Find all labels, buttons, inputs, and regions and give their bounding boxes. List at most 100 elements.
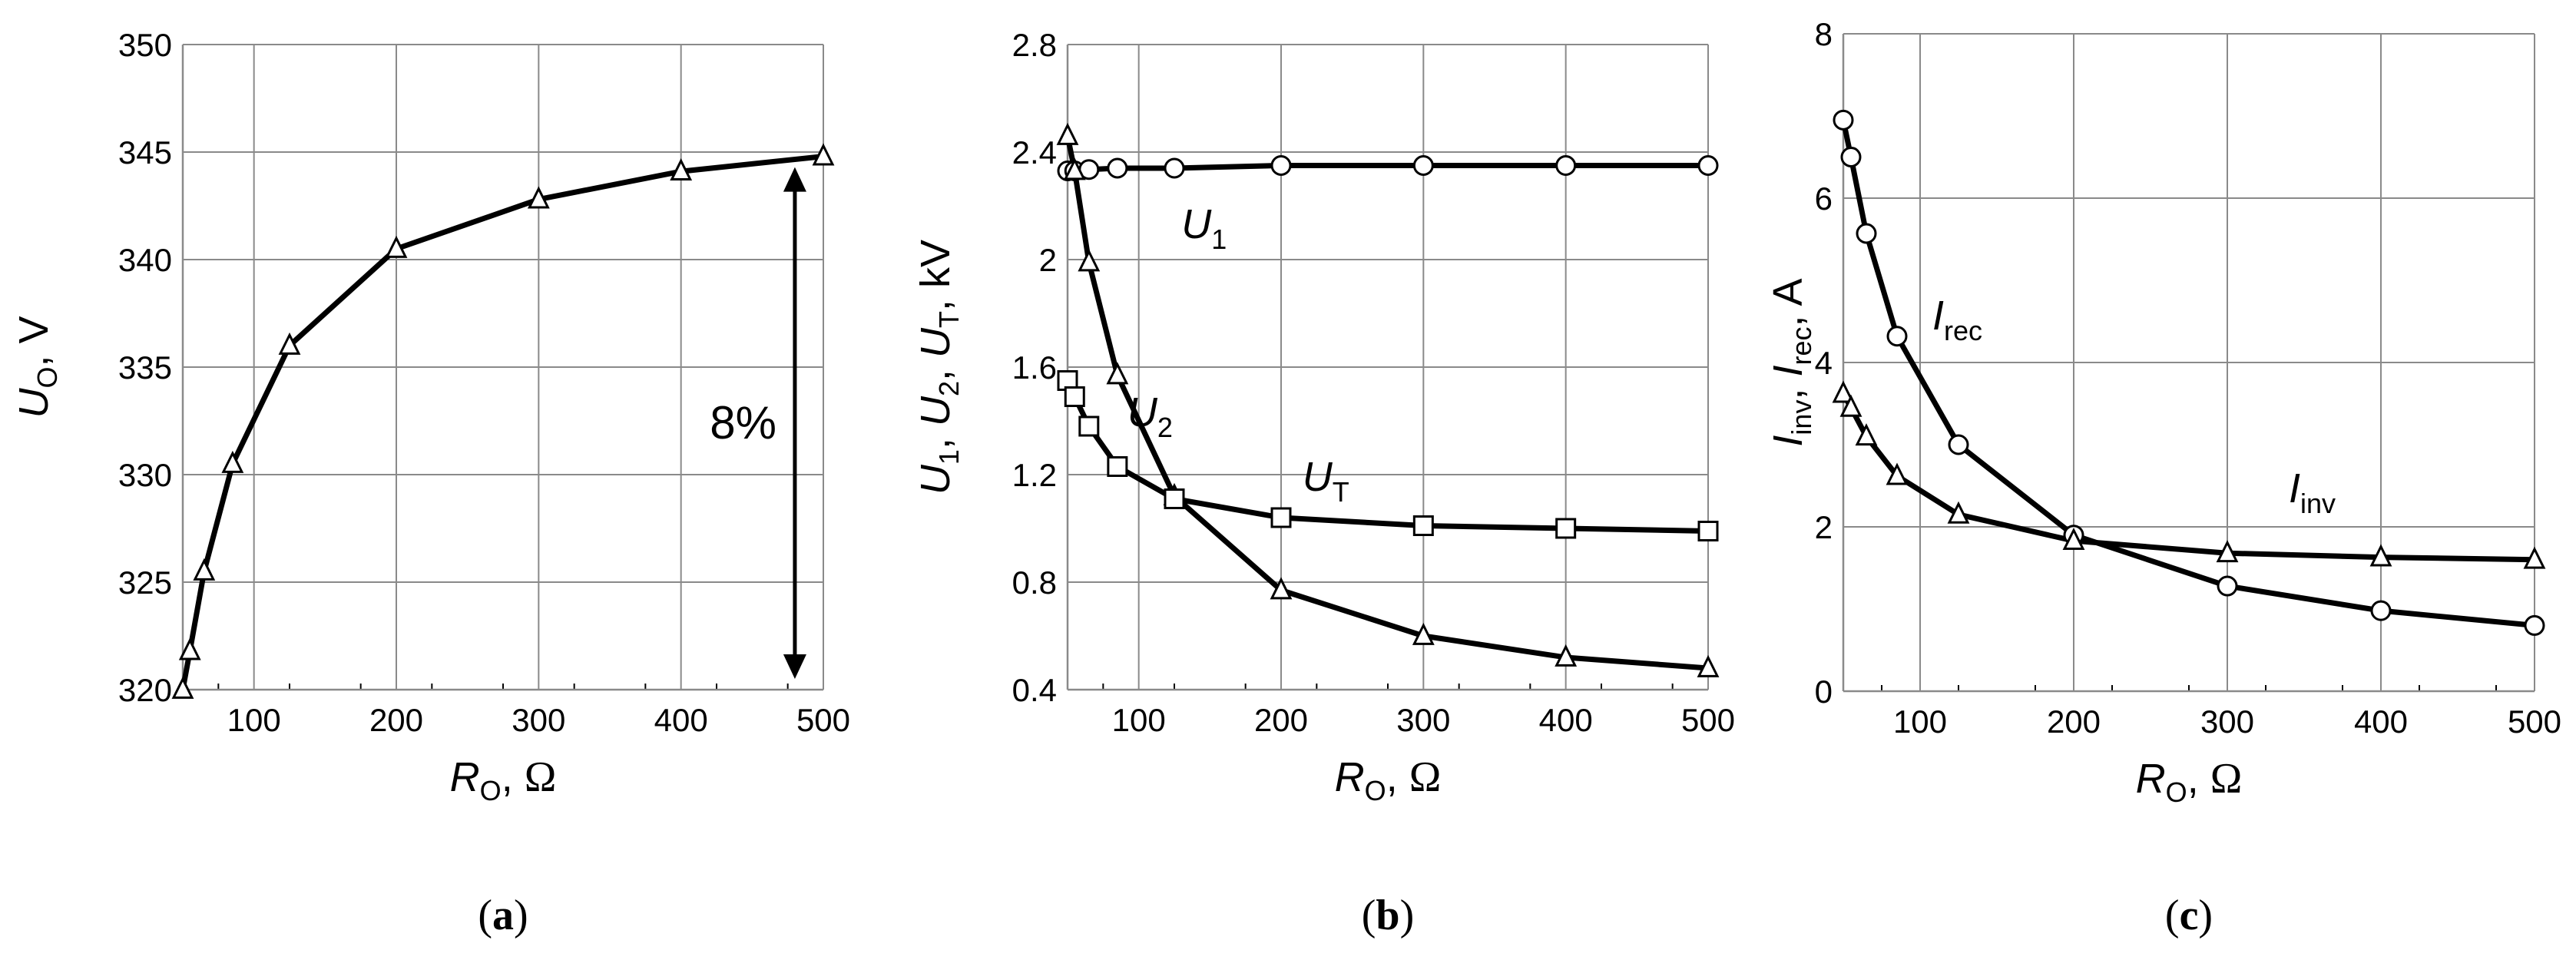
series-line-I_inv <box>1840 392 2535 563</box>
series-label-I_rec: Irec <box>1932 293 1982 346</box>
chart-panel-c: 100 200 300 400 500 0 2 4 6 8 RO, Ω Iinv, Irec, A Ir… <box>1765 16 2561 939</box>
data-point-U_2 <box>1056 122 1079 145</box>
series-line-U_1 <box>1068 163 1708 174</box>
x-axis-label: RO, Ω <box>1335 753 1442 806</box>
series-line-U_T <box>1065 379 1709 534</box>
data-point-U_O <box>670 158 693 181</box>
y-tick-label: 0.4 <box>1012 672 1057 708</box>
data-point-U_O <box>527 186 550 209</box>
x-tick-label: 200 <box>369 702 423 738</box>
data-point-U_T <box>1697 521 1719 541</box>
series-label-U_T: UT <box>1303 454 1349 508</box>
y-tick-label: 2 <box>1815 509 1833 545</box>
data-point-I_inv <box>1832 380 1855 403</box>
data-point-I_inv <box>2062 528 2085 551</box>
data-point-U_O <box>385 235 408 258</box>
data-point-I_rec <box>1840 147 1862 167</box>
data-point-I_inv <box>1855 423 1878 446</box>
data-point-U_2 <box>1555 644 1578 667</box>
data-point-U_O <box>221 450 244 473</box>
data-point-U_T <box>1064 386 1085 407</box>
y-tick-label: 1.2 <box>1012 457 1057 493</box>
data-point-I_rec <box>2524 614 2545 636</box>
data-point-I_rec <box>1948 434 1969 455</box>
data-point-U_1 <box>1270 155 1292 176</box>
data-point-U_O <box>171 676 194 699</box>
data-point-I_rec <box>2217 575 2238 597</box>
x-tick-label: 100 <box>1893 703 1947 740</box>
y-tick-label: 2.4 <box>1012 134 1057 170</box>
data-point-U_2 <box>1697 654 1720 677</box>
series-label-U_2: U2 <box>1127 389 1173 443</box>
x-tick-label: 400 <box>654 702 708 738</box>
y-tick-label: 335 <box>118 349 172 386</box>
y-axis-label: UO, V <box>11 316 63 418</box>
y-tick-label: 8 <box>1815 16 1833 52</box>
x-tick-label: 300 <box>2200 703 2254 740</box>
data-point-I_rec <box>2370 600 2392 621</box>
data-point-U_O <box>278 332 301 355</box>
x-axis-label: RO, Ω <box>450 753 557 806</box>
series-line-U_2 <box>1065 135 1709 671</box>
x-tick-label: 100 <box>227 702 281 738</box>
data-point-U_1 <box>1697 155 1719 176</box>
chart-panel-a: 100 200 300 400 500 320 325 330 335 340 345 350 RO, … <box>11 27 850 939</box>
data-point-I_rec <box>1856 223 1877 244</box>
data-point-U_2 <box>1063 157 1086 180</box>
y-axis-label: Iinv, Irec, A <box>1765 278 1817 446</box>
y-tick-label: 6 <box>1815 180 1833 217</box>
data-point-U_1 <box>1555 155 1577 176</box>
x-tick-label: 500 <box>796 702 850 738</box>
x-tick-label: 400 <box>2354 703 2408 740</box>
data-point-U_2 <box>1270 577 1293 600</box>
data-point-I_inv <box>1947 501 1970 524</box>
y-tick-label: 2 <box>1039 242 1057 278</box>
x-tick-label: 200 <box>1254 702 1308 738</box>
y-tick-label: 4 <box>1815 345 1833 381</box>
data-point-U_T <box>1164 488 1185 509</box>
data-point-U_T <box>1412 515 1434 536</box>
data-point-I_inv <box>1839 394 1862 417</box>
data-point-U_O <box>178 637 201 660</box>
y-tick-label: 350 <box>118 27 172 63</box>
data-point-U_1 <box>1412 155 1434 176</box>
annotation-label: 8% <box>710 397 776 449</box>
series-label-U_1: U1 <box>1181 201 1227 255</box>
x-tick-label: 300 <box>1396 702 1450 738</box>
data-point-U_1 <box>1107 157 1128 179</box>
x-tick-label: 500 <box>2508 703 2561 740</box>
y-tick-label: 340 <box>118 242 172 278</box>
y-tick-label: 0 <box>1815 674 1833 710</box>
data-point-I_inv <box>2216 540 2239 563</box>
data-point-U_T <box>1107 456 1128 477</box>
x-axis-label: RO, Ω <box>2136 755 2243 808</box>
y-axis-label: U1, U2, UT, kV <box>912 240 965 495</box>
data-point-U_O <box>193 558 216 581</box>
data-point-I_rec <box>1833 109 1854 131</box>
data-point-U_1 <box>1164 157 1185 179</box>
data-point-U_2 <box>1078 249 1101 272</box>
panel-label: (a) <box>478 892 528 939</box>
series-label-I_inv: Iinv <box>2289 465 2336 519</box>
data-point-I_inv <box>1886 462 1909 485</box>
x-tick-label: 100 <box>1112 702 1166 738</box>
data-point-U_2 <box>1412 622 1435 645</box>
x-tick-label: 400 <box>1539 702 1593 738</box>
y-tick-label: 320 <box>118 672 172 708</box>
y-tick-label: 1.6 <box>1012 349 1057 386</box>
y-tick-label: 0.8 <box>1012 564 1057 601</box>
panel-label: (b) <box>1362 892 1414 939</box>
y-tick-label: 325 <box>118 564 172 601</box>
y-tick-label: 2.8 <box>1012 27 1057 63</box>
data-point-U_T <box>1270 507 1292 528</box>
data-point-I_inv <box>2369 544 2392 567</box>
x-tick-label: 200 <box>2047 703 2101 740</box>
range-arrow-head-bottom <box>783 654 806 679</box>
data-point-U_O <box>812 143 835 166</box>
y-tick-label: 330 <box>118 457 172 493</box>
panel-label: (c) <box>2165 892 2213 939</box>
data-point-I_inv <box>2523 546 2546 569</box>
x-tick-label: 500 <box>1681 702 1735 738</box>
data-point-U_T <box>1078 415 1100 437</box>
